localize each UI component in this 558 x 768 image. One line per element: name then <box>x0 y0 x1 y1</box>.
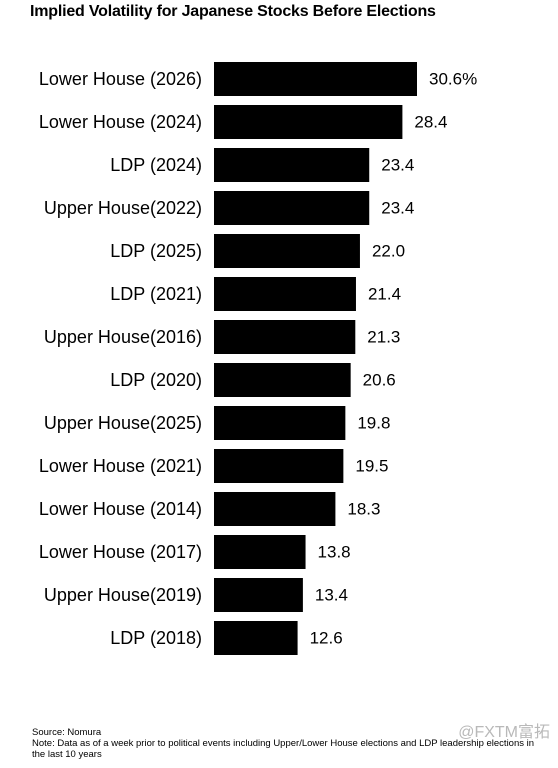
bar <box>214 621 298 655</box>
value-label: 13.8 <box>318 543 351 562</box>
category-label: Lower House (2024) <box>39 112 202 132</box>
watermark-text: @FXTM富拓 <box>458 724 550 741</box>
bar <box>214 492 336 526</box>
value-label: 19.8 <box>357 414 390 433</box>
chart-title: Implied Volatility for Japanese Stocks B… <box>30 3 436 20</box>
value-label: 23.4 <box>381 199 414 218</box>
category-label: Upper House(2019) <box>44 585 202 605</box>
category-label: Lower House (2017) <box>39 542 202 562</box>
value-label: 12.6 <box>310 629 343 648</box>
category-label: Upper House(2016) <box>44 327 202 347</box>
category-label: LDP (2025) <box>110 241 202 261</box>
category-label: Upper House(2022) <box>44 198 202 218</box>
category-label: Lower House (2026) <box>39 69 202 89</box>
value-labels: 30.6% 28.4 23.4 23.4 22.0 21.4 21.3 20.6 19.8 19.… <box>310 70 478 648</box>
category-label: LDP (2021) <box>110 284 202 304</box>
bar <box>214 191 370 225</box>
bar <box>214 105 403 139</box>
value-label: 20.6 <box>363 371 396 390</box>
source-text: Source: Nomura <box>32 727 102 738</box>
note-text: Note: Data as of a week prior to politic… <box>32 738 535 760</box>
category-label: LDP (2024) <box>110 155 202 175</box>
value-label: 13.4 <box>315 586 348 605</box>
bar <box>214 277 356 311</box>
category-labels: Lower House (2026) Lower House (2024) LDP … <box>39 69 202 648</box>
bar <box>214 363 351 397</box>
category-label: Lower House (2014) <box>39 499 202 519</box>
bar <box>214 406 346 440</box>
bar <box>214 320 356 354</box>
value-label: 23.4 <box>381 156 414 175</box>
value-label: 30.6% <box>429 70 477 89</box>
bar-chart: Lower House (2026) Lower House (2024) LDP … <box>39 62 478 655</box>
bar <box>214 535 306 569</box>
value-label: 19.5 <box>355 457 388 476</box>
bar <box>214 234 360 268</box>
chart-footnote: Source: Nomura Note: Data as of a week p… <box>32 727 542 760</box>
value-label: 28.4 <box>414 113 447 132</box>
category-label: LDP (2020) <box>110 370 202 390</box>
bar <box>214 148 370 182</box>
category-label: Lower House (2021) <box>39 456 202 476</box>
bar <box>214 578 303 612</box>
bars <box>214 62 417 655</box>
value-label: 22.0 <box>372 242 405 261</box>
category-label: Upper House(2025) <box>44 413 202 433</box>
category-label: LDP (2018) <box>110 628 202 648</box>
value-label: 21.4 <box>368 285 401 304</box>
value-label: 21.3 <box>367 328 400 347</box>
value-label: 18.3 <box>347 500 380 519</box>
bar <box>214 449 344 483</box>
bar <box>214 62 417 96</box>
